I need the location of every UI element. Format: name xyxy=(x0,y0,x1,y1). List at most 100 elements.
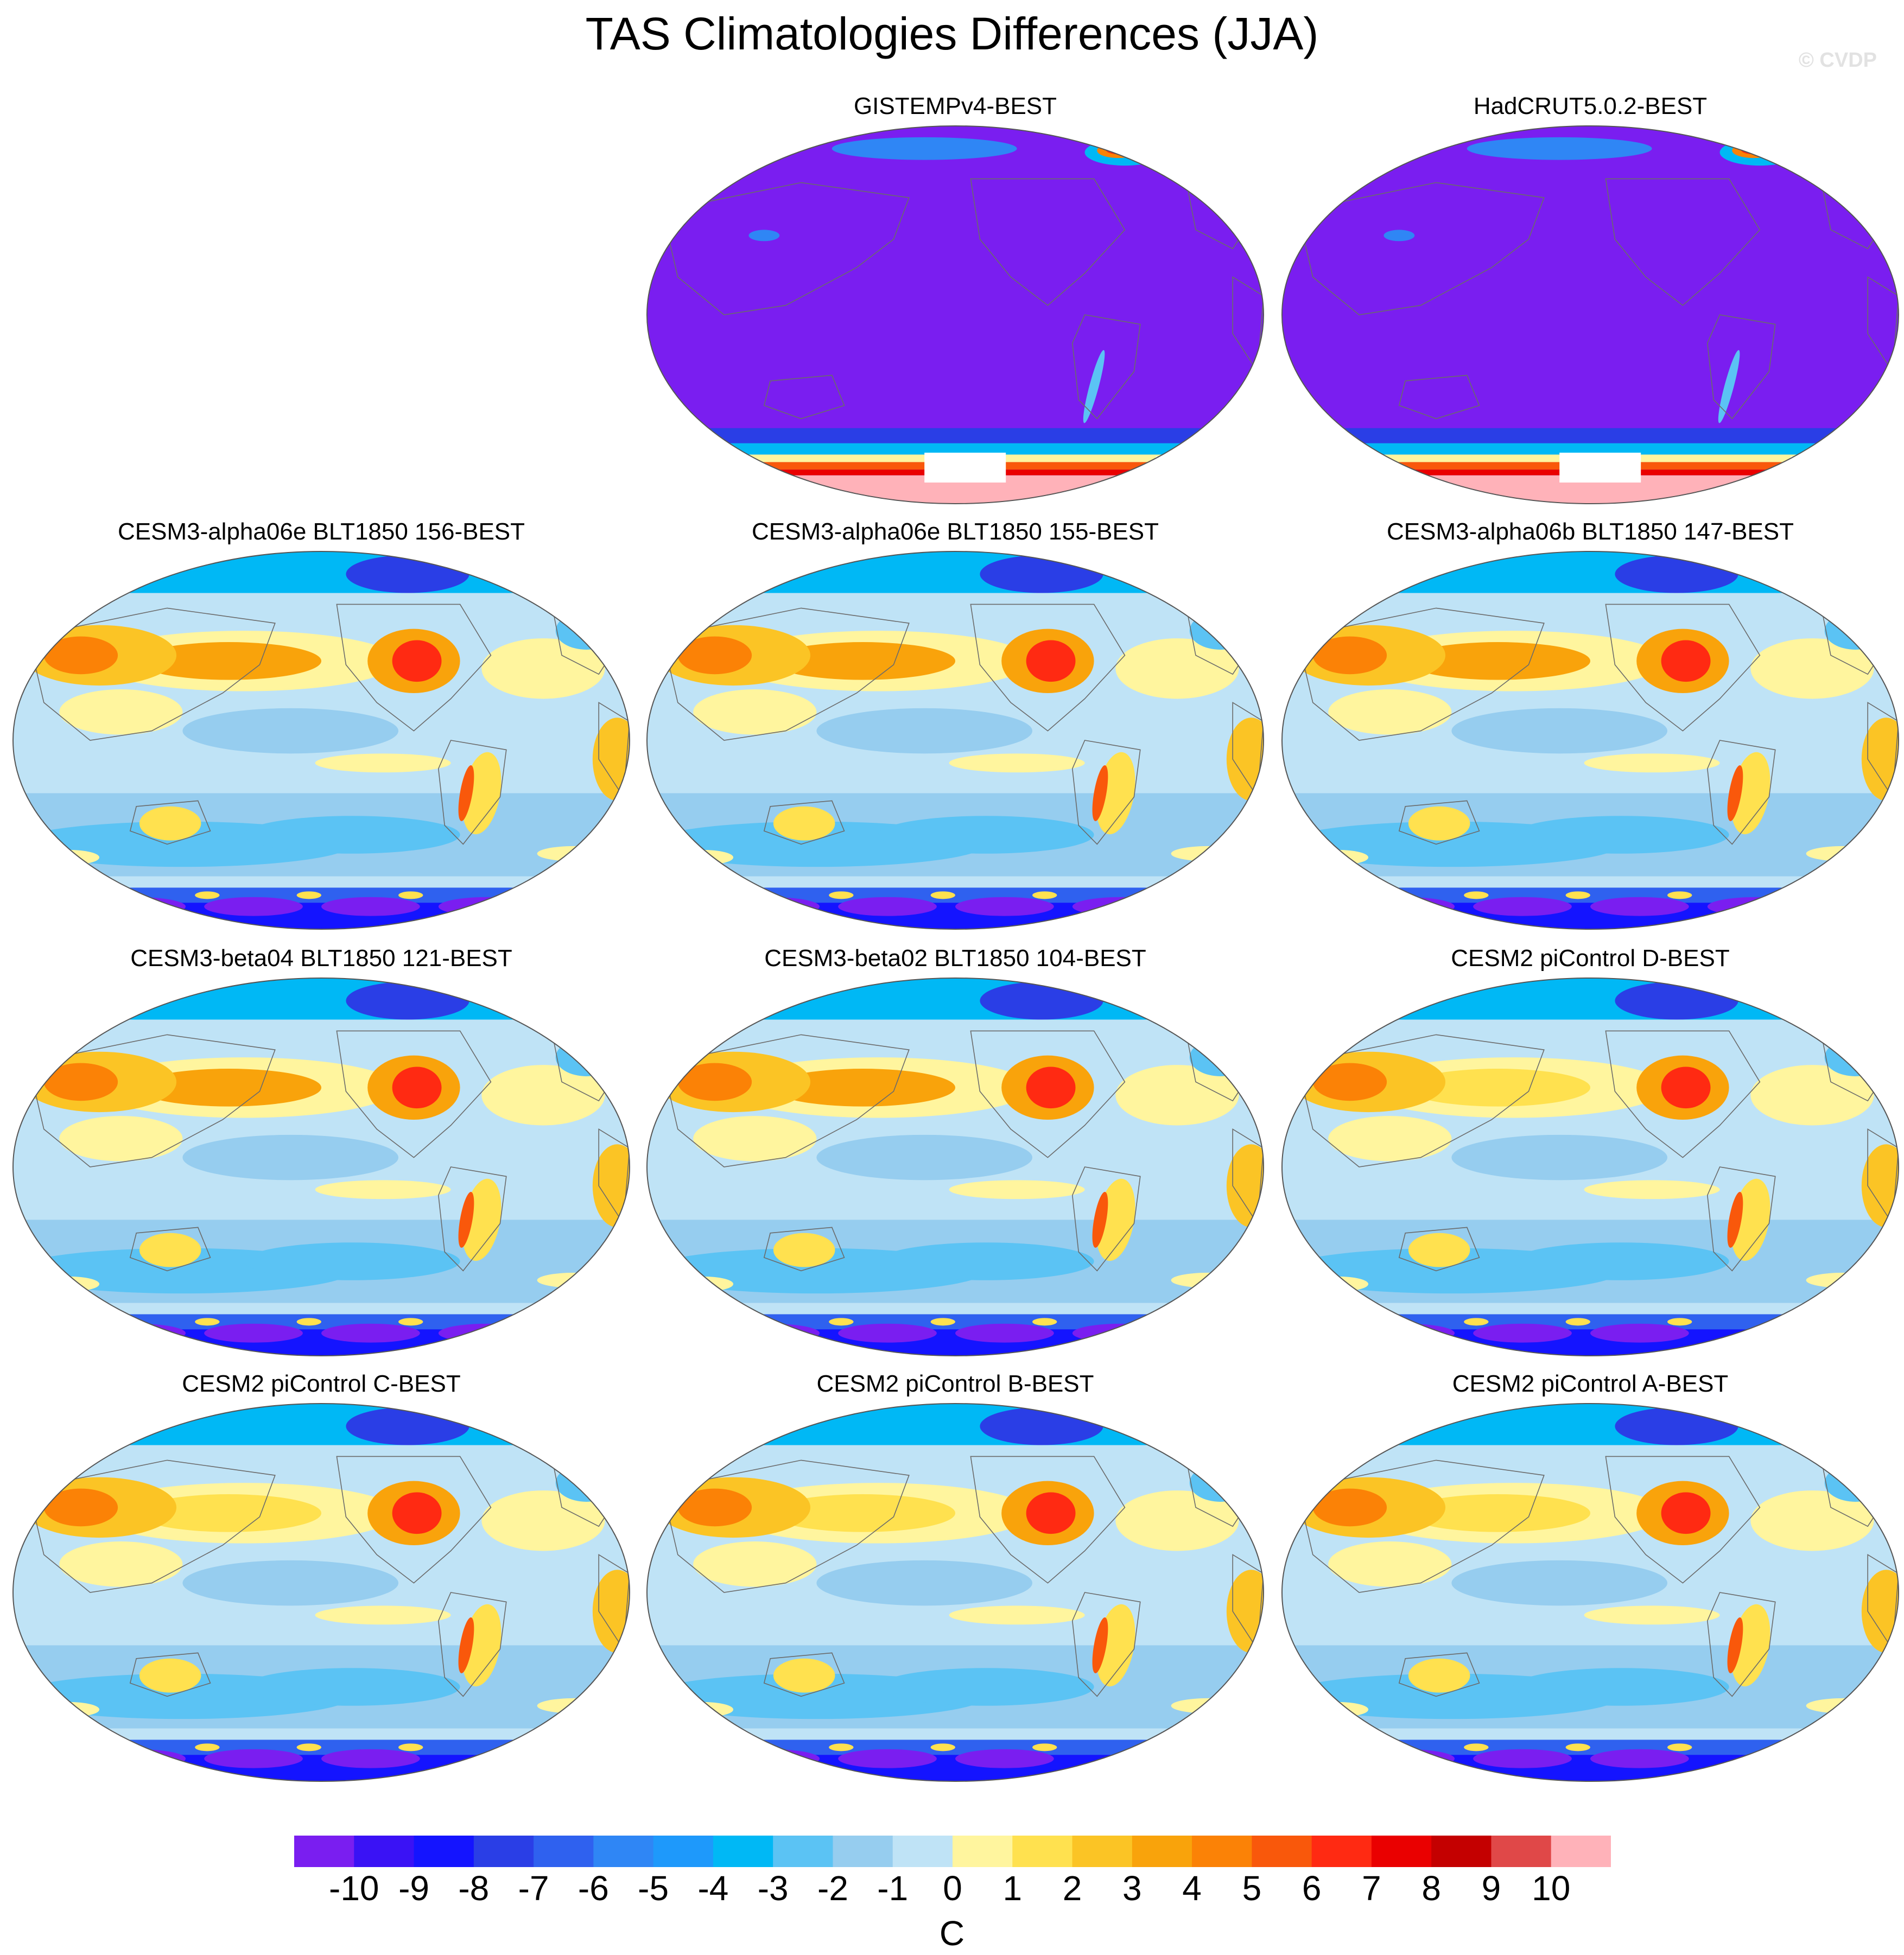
antarctic-deep-cold-band xyxy=(647,1755,1264,1781)
antarctic-purple-patch xyxy=(204,1323,303,1343)
coastline-australia xyxy=(129,1652,211,1697)
coastline-australia xyxy=(1398,1227,1480,1272)
north-pacific-blue-speck xyxy=(748,230,780,242)
coastline-namerica xyxy=(336,604,492,732)
colorbar-tick-label: 9 xyxy=(1481,1869,1501,1908)
antarctic-warm-speck xyxy=(930,1318,955,1326)
andes-hot-strip xyxy=(1727,1191,1743,1248)
map-fill-layer xyxy=(13,551,630,929)
antarctic-warm-speck xyxy=(195,1318,220,1326)
global-map xyxy=(646,551,1264,930)
missing-data-patch xyxy=(1156,456,1194,473)
map-panel: CESM3-beta04 BLT1850 121-BEST xyxy=(7,943,636,1367)
north-pacific-warm-core xyxy=(136,1069,321,1107)
antarctic-purple-patch xyxy=(721,1749,820,1768)
antarctic-purple-patch xyxy=(1356,1749,1455,1768)
map-fill-layer xyxy=(647,126,1264,504)
south-asia-warm xyxy=(59,1541,183,1587)
colorbar-tick-label: 2 xyxy=(1062,1869,1082,1908)
global-map xyxy=(646,1403,1264,1782)
coastline-asia xyxy=(662,607,910,741)
antarctic-warm-speck xyxy=(195,1743,220,1751)
tropical-pacific-band xyxy=(816,708,1032,754)
colorbar-tick-label: -10 xyxy=(329,1869,379,1908)
coastline-asia xyxy=(28,1034,276,1167)
arctic-cold-band xyxy=(1282,1404,1899,1445)
colorbar-tick-label: -6 xyxy=(577,1869,609,1908)
coastline-namerica xyxy=(1605,604,1761,732)
colorbar-tick-label: 10 xyxy=(1532,1869,1571,1908)
colorbar-swatch xyxy=(773,1836,833,1867)
page-title: TAS Climatologies Differences (JJA) xyxy=(585,8,1319,59)
antarctic-deep-cold-band xyxy=(13,1329,630,1356)
arctic-cold-band xyxy=(1282,551,1899,593)
arctic-cold-band xyxy=(647,551,1264,593)
coastline-samerica xyxy=(1706,740,1776,845)
southern-gradient-band-2 xyxy=(647,443,1264,455)
coastline-australia xyxy=(129,800,211,845)
colorbar-tick-label: 5 xyxy=(1242,1869,1262,1908)
map-panel: GISTEMPv4-BEST xyxy=(640,91,1270,515)
antarctic-purple-patch xyxy=(87,1323,186,1343)
antarctic-warm-speck xyxy=(1565,891,1590,899)
arctic-cold-band xyxy=(1282,978,1899,1020)
eurasia-warm-core xyxy=(677,1063,752,1101)
equatorial-east-pacific-warm xyxy=(1584,1180,1720,1199)
colorbar-tick-label: 7 xyxy=(1362,1869,1381,1908)
south-pacific-cool-patch xyxy=(878,1668,1094,1706)
global-map xyxy=(1281,977,1899,1356)
colorbar-swatch xyxy=(1132,1836,1192,1867)
map-fill-layer xyxy=(647,1404,1264,1781)
greenland-cold-core xyxy=(980,1407,1103,1445)
colorbar-tick-label: 6 xyxy=(1302,1869,1322,1908)
map-fill-layer xyxy=(647,551,1264,929)
coastline-layer xyxy=(1297,1030,1899,1272)
map-border xyxy=(1281,977,1899,1356)
australia-warm-patch xyxy=(773,806,835,841)
andes-hot-strip xyxy=(458,765,474,821)
coastline-samerica xyxy=(1706,1166,1776,1272)
global-map xyxy=(1281,1403,1899,1782)
antarctic-purple-patch xyxy=(955,1749,1054,1768)
antarctic-warm-speck xyxy=(1362,1318,1387,1326)
colorbar-swatch xyxy=(473,1836,534,1867)
antarctic-warm-speck xyxy=(296,891,322,899)
antarctic-warm-speck xyxy=(1464,1318,1489,1326)
north-pacific-warm-core xyxy=(1405,642,1590,680)
australia-warm-patch xyxy=(773,1658,835,1693)
coastline-australia xyxy=(763,800,845,845)
north-pacific-warm-core xyxy=(1405,1069,1590,1107)
andes-hot-strip xyxy=(1727,765,1743,821)
antarctic-purple-patch xyxy=(838,1323,937,1343)
antarctic-warm-speck xyxy=(398,891,423,899)
south-asia-warm xyxy=(59,1116,183,1161)
global-map xyxy=(12,977,630,1356)
africa-warm-edge xyxy=(592,1570,630,1653)
antarctic-purple-patch xyxy=(204,897,303,916)
south-asia-warm xyxy=(59,689,183,735)
eurasia-warm-core xyxy=(43,1063,118,1101)
coastline-australia xyxy=(1398,375,1480,420)
coastline-samerica xyxy=(437,740,507,845)
south-indian-warm-patch xyxy=(1306,849,1369,865)
coastline-asia xyxy=(1297,607,1545,741)
coastline-layer xyxy=(28,1030,630,1272)
greenland-cold-core xyxy=(1615,555,1738,593)
eurasia-warm-core xyxy=(1312,1488,1387,1527)
australia-warm-patch xyxy=(139,1658,201,1693)
coastline-namerica xyxy=(336,1456,492,1584)
africa-warm-edge xyxy=(1861,1144,1899,1228)
north-pacific-warm-core xyxy=(770,1069,955,1107)
antarctic-deep-cold-band xyxy=(13,1755,630,1781)
colorbar-tick-label: 3 xyxy=(1122,1869,1142,1908)
greenland-cold-core xyxy=(346,555,469,593)
coastline-samerica xyxy=(437,1166,507,1272)
antarctic-deep-cold-band xyxy=(1282,1755,1899,1781)
south-indian-warm-patch xyxy=(37,1702,100,1717)
panel-title: GISTEMPv4-BEST xyxy=(853,93,1057,119)
map-fill-layer xyxy=(1282,551,1899,929)
south-pacific-cool-patch xyxy=(244,1242,460,1280)
equatorial-east-pacific-warm xyxy=(949,1180,1085,1199)
map-panel: CESM2 piControl C-BEST xyxy=(7,1369,636,1792)
tropical-pacific-band xyxy=(1451,1134,1667,1180)
